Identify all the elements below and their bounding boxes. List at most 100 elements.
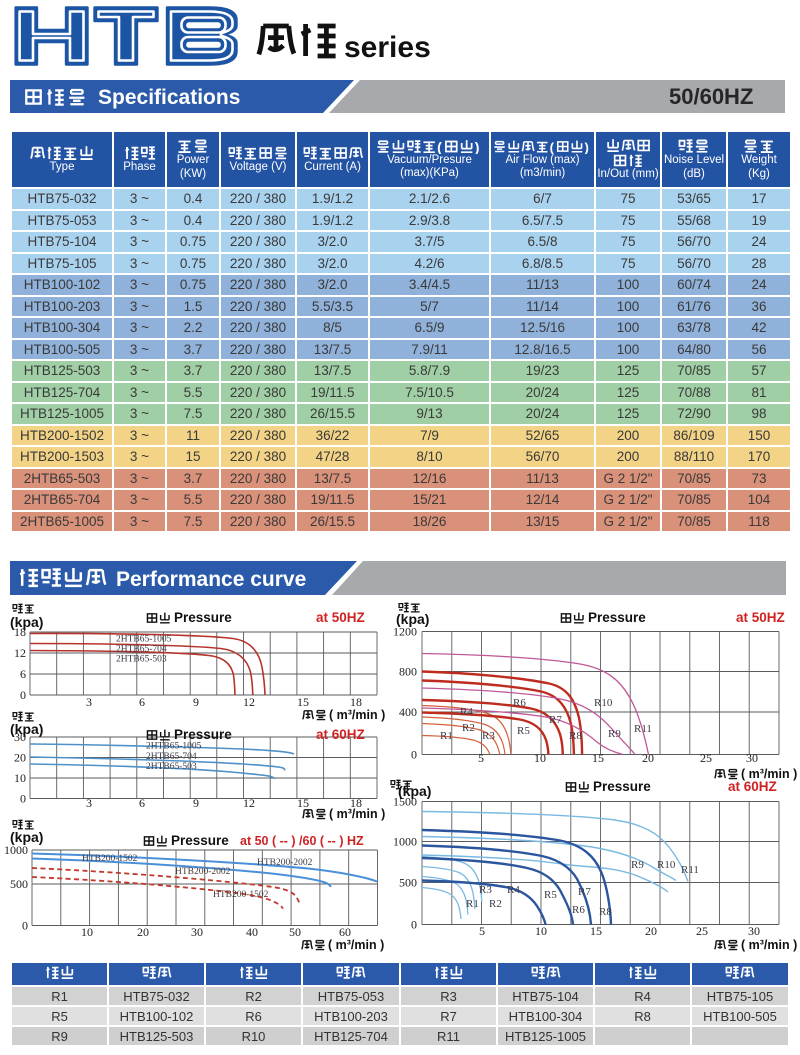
svg-text:HTB200-2002: HTB200-2002 — [175, 867, 231, 877]
svg-text:0: 0 — [411, 918, 417, 932]
svg-text:18: 18 — [14, 625, 26, 639]
svg-text:1200: 1200 — [393, 625, 417, 639]
svg-text:HTB200-1502: HTB200-1502 — [213, 890, 269, 900]
svg-text:15: 15 — [297, 695, 309, 709]
svg-text:R3: R3 — [479, 884, 492, 896]
svg-text:2HTB65-704: 2HTB65-704 — [146, 752, 197, 762]
svg-text:0: 0 — [22, 919, 28, 933]
svg-text:0: 0 — [20, 792, 26, 806]
svg-text:R7: R7 — [578, 886, 591, 898]
svg-text:R6: R6 — [572, 904, 585, 916]
svg-text:20: 20 — [645, 924, 657, 938]
svg-text:10: 10 — [535, 924, 547, 938]
svg-text:(kpa): (kpa) — [10, 829, 43, 845]
svg-text:6: 6 — [20, 667, 26, 681]
svg-text:5: 5 — [479, 924, 485, 938]
svg-text:(kpa): (kpa) — [10, 614, 43, 630]
svg-text:3: 3 — [86, 796, 92, 810]
svg-text:at 50HZ: at 50HZ — [736, 610, 785, 625]
svg-text:10: 10 — [81, 925, 93, 939]
svg-text:6: 6 — [139, 695, 145, 709]
svg-text:R1: R1 — [466, 898, 479, 910]
svg-text:at 50 ( -- ) /60 ( -- ) HZ: at 50 ( -- ) /60 ( -- ) HZ — [240, 834, 364, 848]
svg-text:R4: R4 — [460, 706, 473, 718]
svg-text:2HTB65-503: 2HTB65-503 — [116, 655, 167, 665]
svg-text:R4: R4 — [507, 884, 520, 896]
svg-text:0: 0 — [20, 688, 26, 702]
svg-text:10: 10 — [14, 771, 26, 785]
svg-text:): ) — [584, 139, 588, 153]
svg-text:( m³/min ): ( m³/min ) — [741, 938, 797, 952]
svg-text:18: 18 — [350, 796, 362, 810]
svg-text:400: 400 — [399, 705, 417, 719]
svg-text:R1: R1 — [440, 730, 453, 742]
svg-text:at 60HZ: at 60HZ — [728, 779, 777, 794]
svg-text:25: 25 — [696, 924, 708, 938]
svg-text:(: ( — [549, 139, 554, 153]
svg-text:R9: R9 — [631, 859, 644, 871]
svg-text:6: 6 — [139, 796, 145, 810]
svg-text:40: 40 — [246, 925, 258, 939]
svg-text:R5: R5 — [517, 725, 530, 737]
svg-text:9: 9 — [193, 695, 199, 709]
svg-text:R11: R11 — [634, 723, 652, 735]
svg-text:60: 60 — [339, 925, 351, 939]
svg-text:(kpa): (kpa) — [398, 783, 431, 799]
svg-text:25: 25 — [700, 751, 712, 765]
svg-text:R6: R6 — [513, 697, 526, 709]
svg-text:15: 15 — [590, 924, 602, 938]
svg-text:at 60HZ: at 60HZ — [316, 727, 365, 742]
svg-text:): ) — [474, 140, 479, 154]
svg-text:10: 10 — [534, 751, 546, 765]
svg-text:Specifications: Specifications — [98, 86, 240, 109]
svg-text:(kpa): (kpa) — [10, 721, 43, 737]
svg-text:800: 800 — [399, 665, 417, 679]
svg-text:HTB200-2002: HTB200-2002 — [257, 858, 313, 868]
svg-text:Pressure: Pressure — [174, 727, 232, 742]
svg-text:2HTB65-1005: 2HTB65-1005 — [146, 742, 202, 752]
svg-text:(kpa): (kpa) — [396, 611, 429, 627]
svg-text:R8: R8 — [569, 730, 582, 742]
svg-text:( m³/min ): ( m³/min ) — [329, 807, 385, 821]
svg-text:Pressure: Pressure — [174, 610, 232, 625]
svg-text:30: 30 — [748, 924, 760, 938]
svg-text:30: 30 — [191, 925, 203, 939]
svg-text:20: 20 — [14, 751, 26, 765]
svg-text:( m³/min ): ( m³/min ) — [741, 767, 797, 781]
svg-text:12: 12 — [243, 695, 255, 709]
svg-text:15: 15 — [297, 796, 309, 810]
svg-text:9: 9 — [193, 796, 199, 810]
svg-text:(: ( — [437, 140, 442, 154]
svg-text:30: 30 — [746, 751, 758, 765]
svg-text:2HTB65-503: 2HTB65-503 — [146, 762, 197, 772]
svg-text:5: 5 — [478, 751, 484, 765]
svg-text:Pressure: Pressure — [588, 610, 646, 625]
svg-text:series: series — [344, 31, 431, 64]
svg-text:1000: 1000 — [393, 835, 417, 849]
svg-text:R7: R7 — [549, 714, 562, 726]
svg-text:Pressure: Pressure — [171, 833, 229, 848]
svg-text:18: 18 — [350, 695, 362, 709]
svg-text:R5: R5 — [544, 889, 557, 901]
svg-text:2HTB65-704: 2HTB65-704 — [116, 645, 167, 655]
svg-text:20: 20 — [137, 925, 149, 939]
svg-text:500: 500 — [399, 876, 417, 890]
svg-text:2HTB65-1005: 2HTB65-1005 — [116, 635, 172, 645]
svg-text:Performance curve: Performance curve — [116, 568, 306, 591]
svg-text:0: 0 — [411, 748, 417, 762]
svg-text:R10: R10 — [594, 697, 613, 709]
svg-text:12: 12 — [243, 796, 255, 810]
svg-text:20: 20 — [642, 751, 654, 765]
svg-text:R9: R9 — [608, 728, 621, 740]
svg-text:R3: R3 — [482, 730, 495, 742]
svg-text:at 50HZ: at 50HZ — [316, 610, 365, 625]
svg-text:30: 30 — [14, 730, 26, 744]
svg-text:( m³/min ): ( m³/min ) — [328, 938, 384, 952]
svg-text:50: 50 — [289, 925, 301, 939]
svg-text:12: 12 — [14, 646, 26, 660]
svg-text:R8: R8 — [599, 906, 612, 918]
svg-text:50/60HZ: 50/60HZ — [669, 84, 753, 109]
svg-text:15: 15 — [592, 751, 604, 765]
svg-text:R11: R11 — [681, 864, 699, 876]
svg-text:1500: 1500 — [393, 795, 417, 809]
